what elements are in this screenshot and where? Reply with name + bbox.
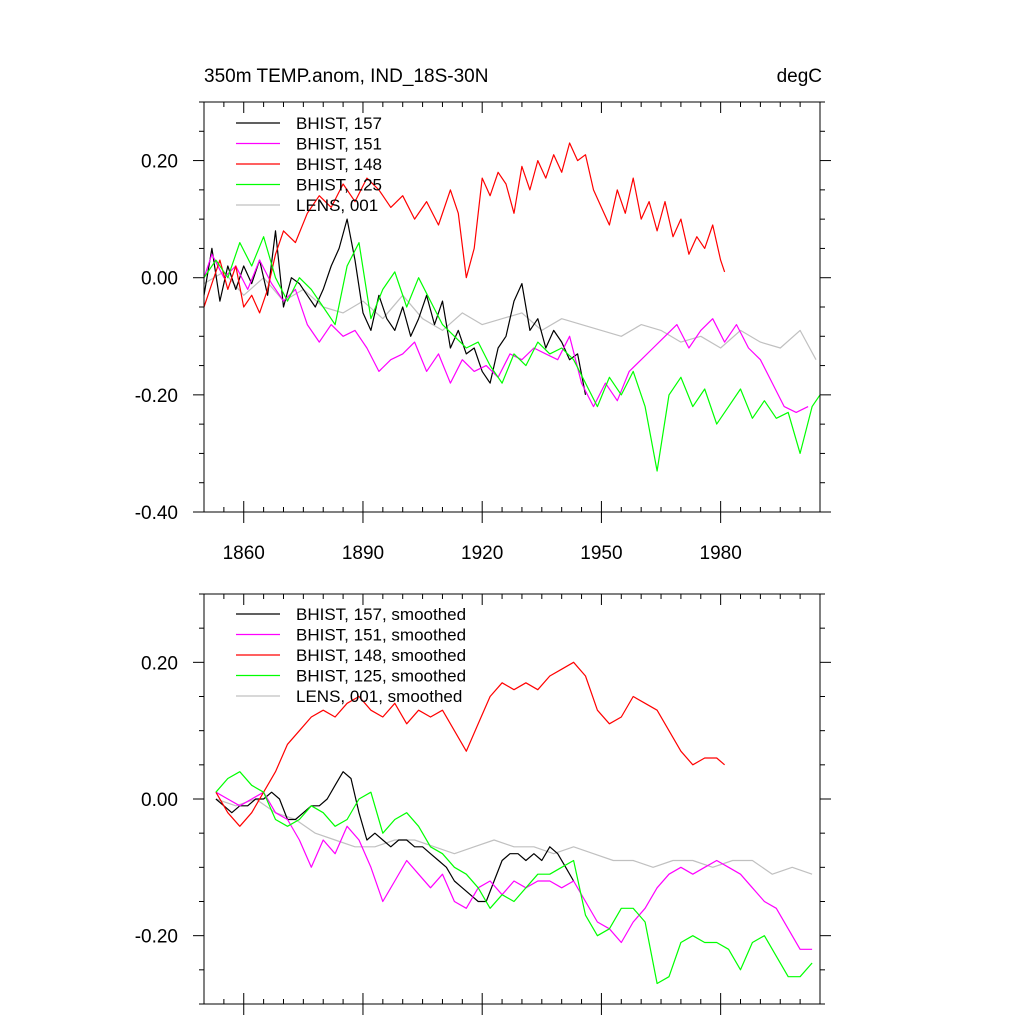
series-line-bhist-151 xyxy=(203,253,809,413)
legend-label: BHIST, 151, smoothed xyxy=(296,626,466,645)
series-line-bhist-125 xyxy=(203,236,821,472)
legend-label: BHIST, 157, smoothed xyxy=(296,605,466,624)
legend-label: BHIST, 148, smoothed xyxy=(296,646,466,665)
x-tick-label: 1860 xyxy=(223,543,265,564)
y-tick-label: 0.20 xyxy=(141,653,178,674)
plot-frame xyxy=(203,101,821,513)
plot-area: 1860 1890 1920 1950 1980 -0.40 -0.20 0.00 0.20 BH… xyxy=(135,101,831,564)
x-tick-label: 1920 xyxy=(461,543,503,564)
legend-label: LENS, 001 xyxy=(296,196,378,215)
series-line-lens-001-smoothed xyxy=(215,798,813,875)
y-tick-label: 0.00 xyxy=(141,790,178,811)
legend-label: BHIST, 148 xyxy=(296,155,382,174)
series-line-lens-001 xyxy=(203,271,817,360)
series-line-bhist-148-smoothed xyxy=(215,661,725,827)
panel-title: 350m TEMP.anom, IND_18S-30N xyxy=(204,66,488,87)
plot-area: -0.20 0.00 0.20 BHIST, 157, smoothed BHIST, … xyxy=(135,593,831,1015)
legend-label: LENS, 001, smoothed xyxy=(296,687,462,706)
y-tick-label: -0.20 xyxy=(135,927,178,948)
legend-label: BHIST, 157 xyxy=(296,114,382,133)
series-line-bhist-157 xyxy=(203,218,587,396)
y-tick-label: 0.20 xyxy=(141,152,178,173)
series-line-bhist-157-smoothed xyxy=(215,771,575,903)
legend-label: BHIST, 151 xyxy=(296,135,382,154)
plot-frame xyxy=(203,593,821,1005)
series-line-bhist-151-smoothed xyxy=(215,791,813,950)
legend-label: BHIST, 125 xyxy=(296,176,382,195)
y-tick-label: 0.00 xyxy=(141,269,178,290)
bottom-panel: -0.20 0.00 0.20 BHIST, 157, smoothed BHIST, … xyxy=(135,593,831,1015)
series-line-bhist-148 xyxy=(203,142,726,314)
y-tick-label: -0.40 xyxy=(135,503,178,524)
y-tick-label: -0.20 xyxy=(135,386,178,407)
top-panel: 350m TEMP.anom, IND_18S-30N degC 1860 189… xyxy=(135,66,831,564)
x-tick-label: 1890 xyxy=(342,543,384,564)
series-line-bhist-125-smoothed xyxy=(215,771,813,985)
units-label: degC xyxy=(777,66,822,87)
legend-label: BHIST, 125, smoothed xyxy=(296,667,466,686)
x-tick-label: 1950 xyxy=(580,543,622,564)
x-tick-label: 1980 xyxy=(700,543,742,564)
